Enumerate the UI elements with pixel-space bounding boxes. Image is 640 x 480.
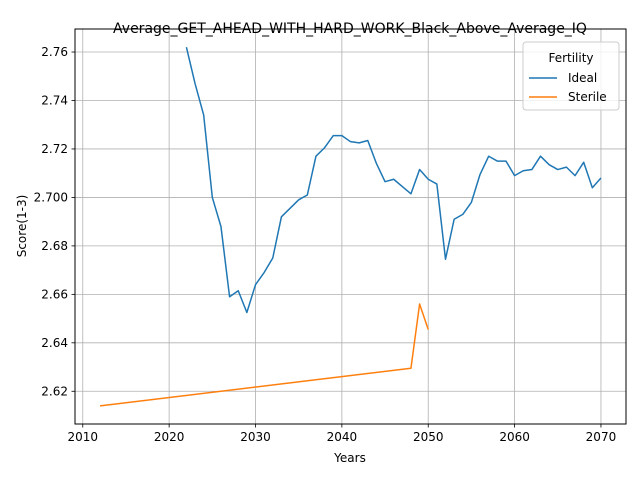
plot-area-frame bbox=[74, 28, 627, 425]
y-axis-label: Score(1-3) bbox=[15, 195, 29, 258]
y-tick-label: 2.74 bbox=[41, 93, 68, 107]
y-tick-label: 2.700 bbox=[34, 190, 68, 204]
series-lines bbox=[99, 46, 602, 407]
y-tick-label: 2.68 bbox=[41, 239, 68, 253]
chart-title: Average_GET_AHEAD_WITH_HARD_WORK_Black_A… bbox=[113, 21, 587, 37]
grid bbox=[75, 29, 626, 424]
y-tick-label: 2.76 bbox=[41, 45, 68, 59]
x-axis-label: Years bbox=[333, 451, 366, 465]
x-tick-label: 2050 bbox=[413, 430, 444, 444]
legend: Fertility Ideal Sterile bbox=[522, 41, 620, 111]
y-axis-ticks: 2.62 2.64 2.66 2.68 2.700 2.72 2.74 2.76 bbox=[34, 45, 75, 398]
legend-title: Fertility bbox=[548, 51, 593, 65]
x-tick-label: 2070 bbox=[586, 430, 617, 444]
y-tick-label: 2.62 bbox=[41, 384, 68, 398]
x-tick-label: 2020 bbox=[154, 430, 185, 444]
y-tick-label: 2.66 bbox=[41, 287, 68, 301]
legend-box bbox=[522, 41, 620, 111]
legend-label-sterile: Sterile bbox=[568, 90, 607, 104]
series-line-ideal bbox=[185, 46, 602, 314]
y-tick-label: 2.72 bbox=[41, 142, 68, 156]
x-tick-label: 2060 bbox=[499, 430, 530, 444]
x-tick-label: 2010 bbox=[67, 430, 98, 444]
legend-label-ideal: Ideal bbox=[568, 71, 597, 85]
x-tick-label: 2030 bbox=[240, 430, 271, 444]
series-line-sterile bbox=[99, 303, 429, 407]
x-tick-label: 2040 bbox=[327, 430, 358, 444]
x-axis-ticks: 2010 2020 2030 2040 2050 2060 2070 bbox=[67, 424, 616, 444]
y-tick-label: 2.64 bbox=[41, 336, 68, 350]
